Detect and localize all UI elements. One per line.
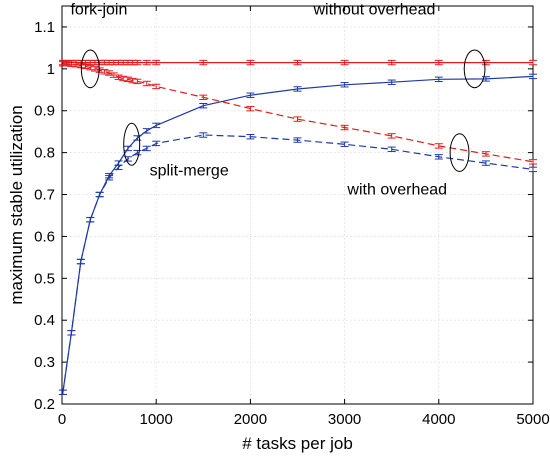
y-tick-label: 0.2 <box>34 396 55 413</box>
data-point <box>114 74 123 80</box>
annotation-label: fork-join <box>70 1 127 18</box>
data-point <box>105 70 114 76</box>
data-point <box>199 103 208 109</box>
data-point <box>67 330 76 336</box>
data-point <box>434 59 443 66</box>
data-point <box>142 80 151 87</box>
series-3 <box>58 132 537 395</box>
data-point <box>529 59 537 66</box>
data-point <box>387 146 396 152</box>
annotation-label: split-merge <box>150 163 229 180</box>
annotation-ellipse <box>463 49 486 89</box>
data-point <box>152 83 161 90</box>
y-tick-label: 0.6 <box>34 228 55 245</box>
data-point <box>95 191 104 198</box>
x-tick-label: 1000 <box>140 411 173 428</box>
data-point <box>434 76 443 83</box>
data-point <box>142 145 151 152</box>
x-tick-label: 5000 <box>516 411 549 428</box>
data-point <box>293 116 302 122</box>
data-point <box>142 59 151 66</box>
data-point <box>481 151 490 157</box>
data-point <box>114 164 123 170</box>
data-point <box>58 389 67 395</box>
data-point <box>387 133 396 139</box>
data-point <box>387 59 396 66</box>
y-tick-label: 0.7 <box>34 187 55 204</box>
x-tick-label: 2000 <box>234 411 267 428</box>
x-axis-label: # tasks per job <box>242 434 353 453</box>
annotation-ellipse <box>449 133 470 172</box>
data-point <box>119 75 128 82</box>
data-point <box>199 94 208 101</box>
annotations: fork-join without overhead split-merge with… <box>70 1 486 199</box>
data-point <box>293 137 302 143</box>
data-point <box>340 59 349 66</box>
data-point <box>100 69 109 75</box>
data-point <box>86 64 95 71</box>
data-point <box>152 59 161 66</box>
x-tick-label: 4000 <box>422 411 455 428</box>
data-point <box>86 216 95 223</box>
data-point <box>529 166 537 173</box>
data-point <box>72 61 81 68</box>
data-point <box>481 160 490 166</box>
data-point <box>133 78 142 85</box>
data-point <box>152 140 161 147</box>
y-tick-label: 0.3 <box>34 354 55 371</box>
annotation-label: with overhead <box>346 182 447 199</box>
data-point <box>142 128 151 134</box>
x-tick-label: 0 <box>58 411 66 428</box>
annotation-label: without overhead <box>313 1 436 18</box>
data-point <box>90 66 99 72</box>
data-point <box>529 73 537 80</box>
data-point <box>340 124 349 131</box>
data-point <box>434 154 443 160</box>
y-tick-label: 0.8 <box>34 145 55 162</box>
data-point <box>340 141 349 147</box>
data-point <box>152 122 161 129</box>
data-point <box>76 258 85 265</box>
series-group <box>58 59 537 395</box>
data-point <box>128 77 137 84</box>
data-point <box>105 175 114 181</box>
data-point <box>133 59 142 66</box>
series-1 <box>58 61 537 165</box>
y-tick-label: 0.9 <box>34 103 55 120</box>
data-point <box>293 59 302 66</box>
data-point <box>246 105 255 112</box>
y-axis-label: maximum stable utilization <box>7 105 26 304</box>
data-point <box>481 59 490 66</box>
grid <box>61 6 534 405</box>
y-tick-label: 0.4 <box>34 312 55 329</box>
data-point <box>434 143 443 149</box>
data-point <box>481 76 490 82</box>
data-point <box>123 145 132 152</box>
axis-ticks: 0 1000 2000 3000 4000 5000 0.2 0.3 0.4 0.5 0.6 0.7 0… <box>34 6 550 428</box>
series-2 <box>58 73 537 395</box>
data-point <box>123 76 132 83</box>
plot-area-frame <box>61 5 534 405</box>
data-point <box>133 149 142 156</box>
data-point <box>340 82 349 88</box>
y-tick-label: 0.5 <box>34 270 55 287</box>
annotation-ellipse <box>80 49 100 89</box>
data-point <box>199 132 208 138</box>
data-point <box>109 72 118 78</box>
data-point <box>81 63 90 70</box>
y-tick-label: 1.1 <box>34 19 55 36</box>
data-point <box>387 79 396 85</box>
series-line <box>62 134 534 393</box>
x-tick-label: 3000 <box>328 411 361 428</box>
data-point <box>529 159 537 165</box>
data-point <box>199 59 208 66</box>
data-point <box>293 86 302 92</box>
data-point <box>246 134 255 140</box>
annotation-ellipse <box>123 122 141 166</box>
data-point <box>246 92 255 98</box>
y-tick-label: 1 <box>47 61 55 78</box>
data-point <box>246 59 255 66</box>
